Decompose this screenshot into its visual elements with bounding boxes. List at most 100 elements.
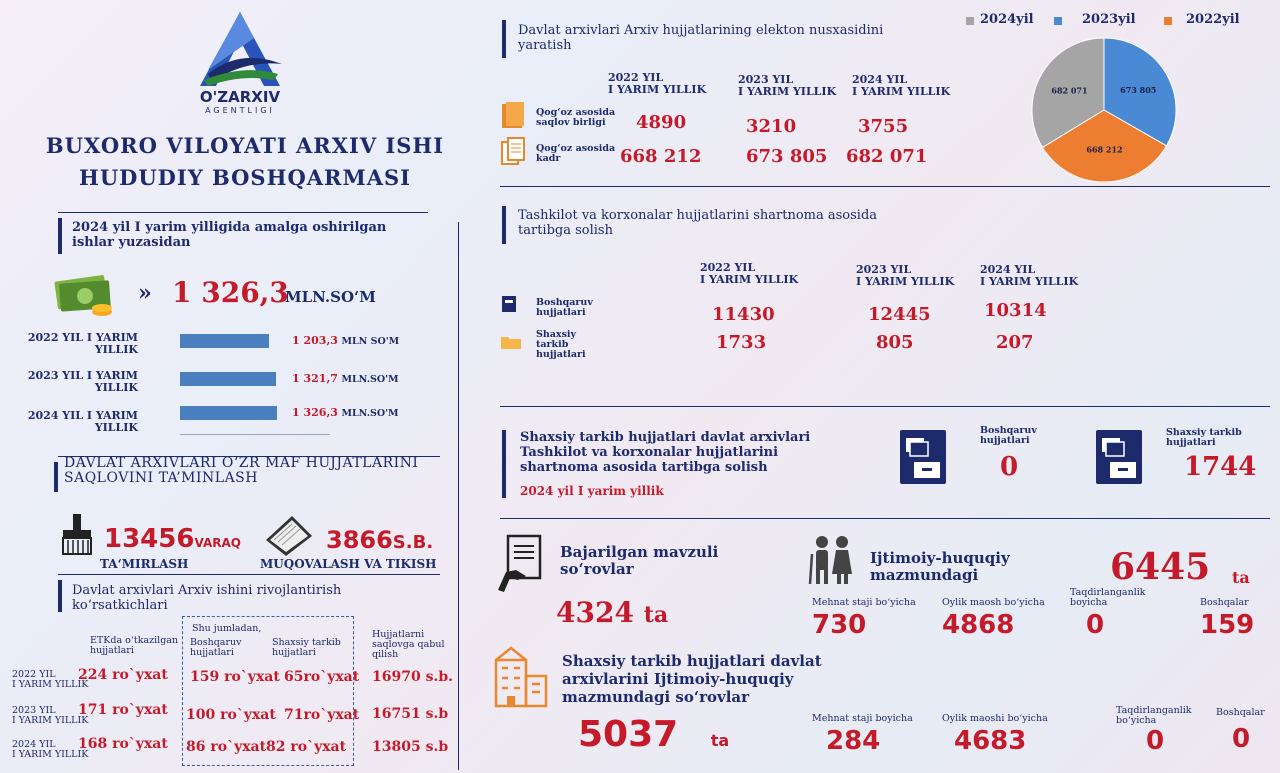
logo-sub: AGENTLIGI (205, 106, 275, 115)
personnel-stat: 5037 ta (578, 714, 730, 755)
table-row: 2024 YIL I YARIM YILLIK 168 ro`yxat 86 ro… (12, 736, 449, 760)
section-accent (58, 580, 62, 612)
total-value: 1 326,3 (172, 276, 289, 309)
cell: 668 212 (620, 146, 702, 167)
money-icon (52, 272, 116, 318)
stat-col: Taqdirlanganlik bo‘yicha 0 (1116, 705, 1192, 757)
legend-2022: 2022yil (1186, 12, 1240, 27)
cell: 4890 (636, 112, 687, 133)
section2-title: DAVLAT ARXIVLARI O‘ZR MAF HUJJATLARINI S… (64, 455, 419, 486)
bar-2023 (180, 372, 276, 386)
cell: 805 (876, 332, 914, 353)
stat-col: Boshqalar 159 (1200, 597, 1255, 641)
personnel-title: Shaxsiy tarkib hujjatlari davlat arxivla… (562, 652, 822, 706)
section-accent (502, 206, 506, 244)
bar-chart: 2022 YIL I YARIM YILLIK 1 203,3 MLN SO'M … (20, 326, 440, 446)
bar-label: 2022 YIL I YARIM YILLIK (27, 331, 138, 356)
themed-title: Bajarilgan mavzuli so‘rovlar (560, 543, 719, 578)
box3-period: 2024 yil I yarim yillik (520, 484, 664, 498)
section3-title: Davlat arxivlari Arxiv ishini rivojlanti… (72, 583, 342, 613)
top-right-title: Davlat arxivlari Arxiv hujjatlarining el… (518, 23, 884, 53)
legend-swatch-2023 (1054, 17, 1062, 25)
cabinet-icon (1094, 428, 1146, 486)
social-title: Ijtimoiy-huquqiy mazmundagi (870, 549, 1010, 584)
year-header: 2024 YIL I YARIM YILLIK (980, 263, 1079, 288)
cell: 3755 (858, 116, 909, 137)
stat-col: Oylik maoshi bo‘yicha 4683 (942, 713, 1048, 757)
cabinet-icon (898, 428, 950, 486)
brush-icon (58, 512, 96, 556)
bar-value: 1 326,3 MLN.SO'M (292, 406, 399, 419)
bar-2022 (180, 334, 269, 348)
bar-axis (180, 434, 330, 435)
col-qabul: Hujjatlarni saqlovga qabul qilish (372, 629, 445, 660)
restore-label: TA‘MIRLASH (100, 557, 189, 571)
bar-value: 1 203,3 MLN SO'M (292, 334, 400, 347)
year-header: 2023 YIL I YARIM YILLIK (856, 263, 955, 288)
total-unit: MLN.SO‘M (285, 288, 376, 306)
year-header: 2023 YIL I YARIM YILLIK (738, 73, 837, 98)
social-value: 6445 (1110, 546, 1211, 588)
shu-jumladan: Shu jumladan, (192, 623, 262, 634)
folder-icon (500, 334, 522, 350)
legend-swatch-2022 (1164, 17, 1172, 25)
org-title: BUXORO VILOYATI ARXIV ISHI HUDUDIY BOSHQ… (20, 130, 470, 194)
cell: 10314 (984, 300, 1047, 321)
book-icon (262, 510, 316, 558)
pie-slice-2022yil (1041, 109, 1168, 183)
elderly-people-icon (806, 534, 858, 586)
building-icon (492, 646, 550, 708)
row1-label: Boshqaruv hujjatlari (536, 297, 593, 318)
cell: 207 (996, 332, 1034, 353)
bind-stat: 3866S.B. (326, 526, 434, 554)
year-header: 2022 YIL I YARIM YILLIK (700, 261, 799, 286)
org-title-line1: BUXORO VILOYATI ARXIV ISHI (45, 133, 445, 158)
restore-stat: 13456VARAQ (104, 524, 241, 554)
pie-legend: 2024yil 2023yil 2022yil (960, 12, 1260, 32)
cell: 11430 (712, 304, 775, 325)
divider (58, 456, 440, 457)
table-row: 2022 YIL I YARIM YILLIK 224 ro`yxat 159 r… (12, 667, 453, 690)
pie-label: 682 071 (1051, 86, 1087, 96)
stat-col: Mehnat staji boyicha 284 (812, 713, 913, 757)
binder-icon (500, 294, 518, 314)
logo: O'ZARXIV AGENTLIGI (190, 8, 290, 118)
bar-label: 2024 YIL I YARIM YILLIK (27, 409, 138, 434)
cell: 673 805 (746, 146, 828, 167)
section-accent (502, 20, 506, 58)
documents-icon (500, 136, 526, 166)
document-hand-icon (496, 534, 544, 594)
box3-title: Shaxsiy tarkib hujjatlari davlat arxivla… (520, 430, 811, 475)
cell: 682 071 (846, 146, 928, 167)
social-unit: ta (1232, 568, 1250, 587)
col-boshqaruv: Boshqaruv hujjatlari (190, 637, 242, 658)
pie-slice-2023yil (1103, 37, 1177, 147)
section1-title: 2024 yil I yarim yilligida amalga oshiri… (72, 220, 387, 250)
box3-s-label: Shaxsiy tarkib hujjatlari (1166, 427, 1242, 448)
legend-2024: 2024yil (980, 12, 1034, 27)
legend-2023: 2023yil (1082, 12, 1136, 27)
pie-slice-2024yil (1031, 37, 1105, 149)
divider (58, 212, 428, 213)
box3-s-value: 1744 (1184, 452, 1257, 482)
bar-value: 1 321,7 MLN.SO'M (292, 372, 399, 385)
ozarxiv-logo-icon (200, 12, 282, 86)
arrow-icon: » (138, 280, 152, 306)
pie-label: 673 805 (1120, 85, 1156, 95)
cell: 3210 (746, 116, 797, 137)
stat-col: Taqdirlanganlik boyicha 0 (1070, 587, 1146, 641)
section-accent (502, 430, 506, 498)
row1-label: Qog‘oz asosida saqlov birligi (536, 107, 616, 128)
themed-stat: 4324 ta (556, 596, 669, 629)
bar-label: 2023 YIL I YARIM YILLIK (27, 369, 138, 394)
org-title-line2: HUDUDIY BOSHQARMASI (78, 165, 412, 190)
row2-label: Qog‘oz asosida kadr (536, 143, 616, 164)
cell: 12445 (868, 304, 931, 325)
year-header: 2024 YIL I YARIM YILLIK (852, 73, 951, 98)
stat-col: Oylik maosh bo‘yicha 4868 (942, 597, 1045, 641)
mid-right-title: Tashkilot va korxonalar hujjatlarini sha… (518, 208, 878, 238)
section-accent (58, 218, 62, 254)
divider (500, 186, 1270, 187)
pie-label: 668 212 (1086, 145, 1122, 155)
col-shaxsiy: Shaxsiy tarkib hujjatlari (272, 637, 341, 658)
